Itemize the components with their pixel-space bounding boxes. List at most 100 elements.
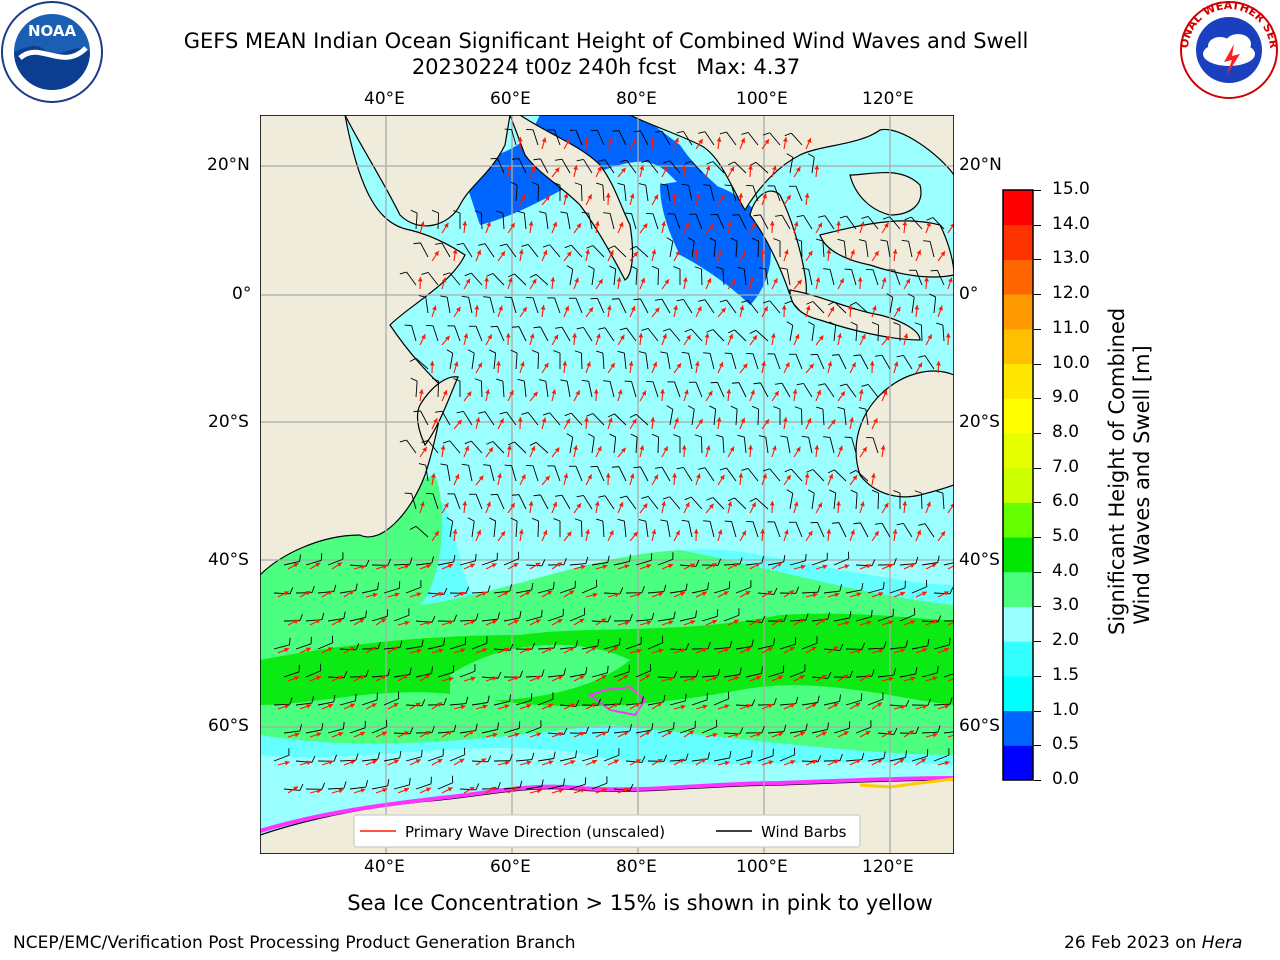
wind-barb <box>757 587 778 595</box>
wind-barb <box>489 349 497 370</box>
wind-barb <box>537 581 555 594</box>
wave-direction-arrow <box>440 445 446 458</box>
wind-barb <box>730 237 738 258</box>
wave-direction-arrow <box>563 760 576 766</box>
wave-direction-arrow <box>551 562 563 570</box>
wave-direction-arrow <box>353 675 365 682</box>
wind-barb <box>529 441 549 454</box>
wind-barb <box>404 324 417 342</box>
wind-barb <box>609 265 617 286</box>
colorbar-title: Significant Height of Combined Wind Wave… <box>1105 308 1155 635</box>
wave-direction-arrow <box>309 732 322 738</box>
wind-barb <box>741 299 759 314</box>
wave-direction-arrow <box>859 333 866 346</box>
wave-direction-arrow <box>826 249 832 262</box>
wave-direction-arrow <box>783 703 796 710</box>
wind-barb <box>553 182 561 201</box>
wind-barb <box>493 753 513 762</box>
wave-direction-arrow <box>805 703 817 710</box>
wave-direction-arrow <box>869 360 875 374</box>
wind-barb <box>587 265 595 286</box>
wind-barb <box>716 434 725 454</box>
wave-direction-arrow <box>827 306 835 318</box>
wind-barb <box>871 321 880 342</box>
wind-barb <box>371 719 388 734</box>
wind-barb <box>899 607 916 622</box>
wave-band-3-4m-inner <box>450 644 630 701</box>
wind-barb <box>371 609 389 622</box>
wave-direction-arrow <box>836 220 841 234</box>
colorbar-tick-label: 10.0 <box>1052 352 1090 373</box>
wave-direction-arrow <box>849 474 858 486</box>
wave-direction-arrow <box>650 137 656 150</box>
wind-barb <box>907 293 915 314</box>
colorbar-tick <box>1034 502 1041 504</box>
wind-barb <box>533 326 549 342</box>
wave-direction-arrow <box>815 222 823 234</box>
wave-direction-arrow <box>792 389 798 402</box>
wind-barb <box>283 724 302 734</box>
wind-barb <box>716 266 725 286</box>
wave-direction-arrow <box>419 501 425 514</box>
wave-direction-arrow <box>893 758 905 766</box>
wave-direction-arrow <box>628 361 634 374</box>
colorbar-tick <box>1034 259 1041 261</box>
wind-barb <box>788 185 803 202</box>
wave-direction-arrow <box>925 563 937 570</box>
lon-label-top-100e: 100°E <box>736 89 788 109</box>
wave-direction-arrow <box>629 702 641 710</box>
wind-barb <box>629 413 649 426</box>
wind-barb <box>638 351 649 370</box>
wave-direction-arrow <box>871 250 880 262</box>
colorbar-swatch <box>1003 675 1033 712</box>
wind-barb <box>730 405 738 426</box>
wave-direction-arrow <box>441 502 449 514</box>
wave-direction-arrow <box>893 648 906 654</box>
wave-direction-arrow <box>277 591 289 598</box>
wave-direction-arrow <box>485 786 497 794</box>
wind-barb <box>596 182 605 202</box>
wave-direction-arrow <box>287 676 300 682</box>
wind-barb <box>681 183 693 202</box>
colorbar-swatch <box>1003 571 1033 607</box>
wave-direction-arrow <box>462 221 468 234</box>
wave-direction-arrow <box>815 389 822 402</box>
wind-barb <box>723 608 740 622</box>
wave-direction-arrow <box>505 332 511 346</box>
wave-direction-arrow <box>717 704 730 710</box>
wind-barb <box>547 778 565 790</box>
wave-direction-arrow <box>793 166 801 178</box>
wind-barb <box>762 132 781 146</box>
wind-barb <box>526 128 539 146</box>
lon-label-bottom-60e: 60°E <box>490 857 531 877</box>
lon-label-top-60e: 60°E <box>490 89 531 109</box>
wind-barb <box>724 184 737 202</box>
wind-barb <box>853 522 869 538</box>
wave-direction-arrow <box>749 389 755 402</box>
wave-direction-arrow <box>595 674 607 682</box>
wind-barb <box>691 582 709 594</box>
wind-barb <box>418 463 429 482</box>
wind-barb <box>655 130 671 146</box>
wind-barb <box>719 299 737 314</box>
wind-barb <box>427 638 445 650</box>
wind-barb <box>413 242 429 258</box>
wind-barb <box>555 494 571 510</box>
wave-direction-arrow <box>519 473 526 486</box>
wind-barb <box>880 239 891 258</box>
wave-direction-arrow <box>419 221 425 234</box>
wave-direction-arrow <box>705 277 712 290</box>
wind-barb <box>635 663 652 678</box>
wave-direction-arrow <box>419 333 426 346</box>
wave-direction-arrow <box>573 390 581 402</box>
wave-direction-arrow <box>629 648 642 654</box>
wave-direction-arrow <box>563 418 571 430</box>
wave-direction-arrow <box>661 730 673 738</box>
wind-barb <box>427 697 447 706</box>
wind-barb <box>896 354 913 370</box>
wave-direction-arrow <box>517 416 523 430</box>
wind-barb <box>901 239 913 258</box>
wave-direction-arrow <box>529 619 541 626</box>
wind-barb <box>569 607 586 622</box>
wave-direction-arrow <box>673 137 679 150</box>
